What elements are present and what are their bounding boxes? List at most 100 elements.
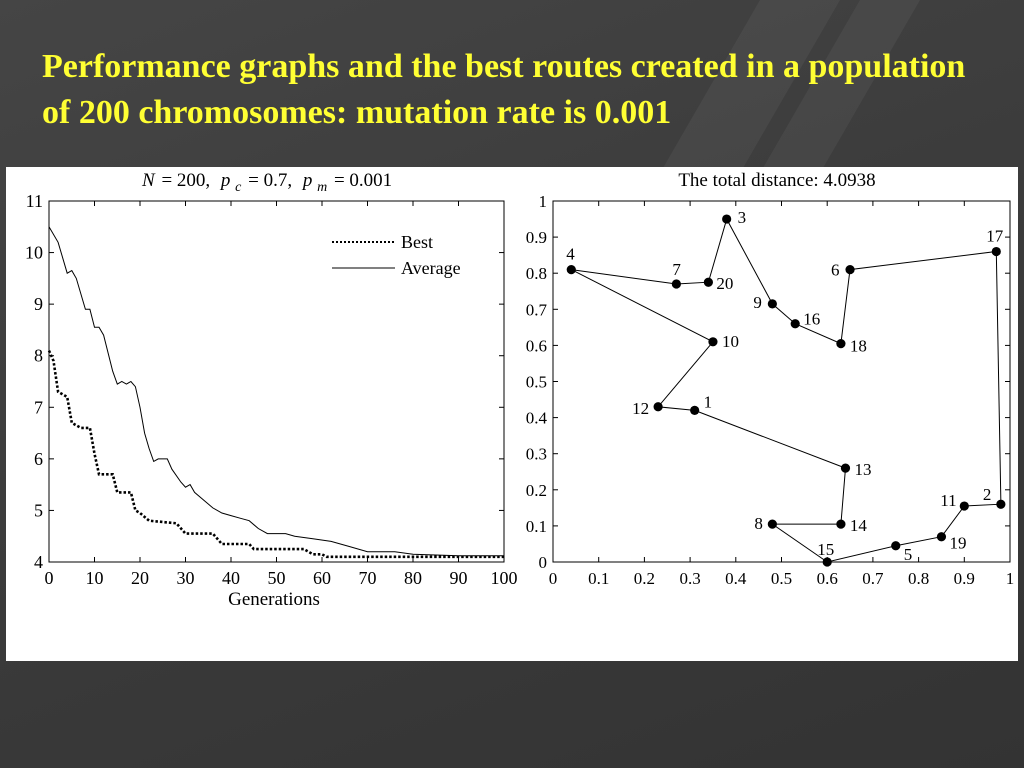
x-tick-label: 80 <box>404 568 422 588</box>
performance-xlabel: Generations <box>228 589 320 610</box>
city-label-15: 15 <box>817 540 834 559</box>
title-pm-symbol: p <box>301 170 313 191</box>
legend-best-label: Best <box>401 232 433 252</box>
route-chart-title: The total distance: 4.0938 <box>678 170 875 191</box>
city-point-8 <box>767 519 777 529</box>
y-tick-label: 0.6 <box>526 336 547 355</box>
route-chart: The total distance: 4.0938 0 0.1 0.2 0.3 0.4… <box>526 170 1015 588</box>
city-label-14: 14 <box>850 516 868 535</box>
city-label-11: 11 <box>940 491 956 510</box>
y-tick-label: 0.9 <box>526 228 547 247</box>
x-tick-label: 50 <box>268 568 286 588</box>
y-tick-label: 11 <box>26 191 43 211</box>
y-tick-label: 6 <box>34 449 43 469</box>
city-point-7 <box>671 279 681 289</box>
x-tick-label: 100 <box>491 568 518 588</box>
x-tick-label: 0.5 <box>771 569 792 588</box>
city-point-17 <box>991 246 1001 257</box>
city-label-10: 10 <box>722 332 739 351</box>
city-point-13 <box>840 463 851 473</box>
city-label-16: 16 <box>803 310 820 329</box>
city-point-2 <box>996 499 1006 509</box>
city-point-5 <box>891 541 901 551</box>
title-pc-subscript: c <box>235 180 242 195</box>
y-tick-label: 0.1 <box>526 517 547 536</box>
performance-plot-frame <box>48 200 505 563</box>
x-tick-label: 0.7 <box>862 569 884 588</box>
city-label-3: 3 <box>738 208 747 227</box>
title-pc-value: = 0.7, <box>248 170 292 191</box>
performance-series <box>47 226 504 559</box>
city-label-19: 19 <box>949 534 966 553</box>
city-label-18: 18 <box>850 337 867 356</box>
y-tick-label: 0.4 <box>526 409 548 428</box>
figure-svg: N = 200, p c = 0.7, p m = 0.001 0 10 20 30 4… <box>25 170 1015 610</box>
legend-average-label: Average <box>401 258 461 278</box>
x-tick-label: 0 <box>45 568 54 588</box>
title-pc-symbol: p <box>219 170 231 191</box>
city-point-14 <box>836 519 846 529</box>
y-tick-label: 7 <box>34 397 43 417</box>
y-tick-label: 0.2 <box>526 481 547 500</box>
city-label-9: 9 <box>753 293 762 312</box>
city-label-4: 4 <box>566 245 575 264</box>
city-point-9 <box>767 299 777 309</box>
route-axis-ticks: 0 0.1 0.2 0.3 0.4 0.5 0.6 0.7 0.8 0.9 100.10.20.30… <box>526 192 1015 588</box>
title-pm-value: = 0.001 <box>334 170 392 191</box>
x-tick-label: 1 <box>1006 569 1015 588</box>
x-tick-label: 0.3 <box>679 569 700 588</box>
city-label-8: 8 <box>754 514 763 533</box>
x-tick-label: 0.4 <box>725 569 747 588</box>
city-point-12 <box>653 402 663 412</box>
city-point-4 <box>566 264 576 275</box>
route-path <box>571 217 1002 563</box>
city-label-6: 6 <box>831 261 840 280</box>
series-line-best <box>47 350 504 559</box>
x-tick-label: 0 <box>549 569 558 588</box>
x-tick-label: 10 <box>86 568 104 588</box>
x-tick-label: 70 <box>359 568 377 588</box>
city-point-19 <box>936 532 947 542</box>
x-tick-label: 30 <box>177 568 195 588</box>
x-tick-label: 60 <box>313 568 331 588</box>
x-tick-label: 90 <box>450 568 468 588</box>
x-tick-label: 0.8 <box>908 569 929 588</box>
y-tick-label: 9 <box>34 294 43 314</box>
city-point-20 <box>703 277 713 287</box>
y-tick-label: 0.7 <box>526 300 548 319</box>
y-tick-label: 4 <box>34 552 43 572</box>
title-n-symbol: N <box>141 170 156 191</box>
performance-chart: N = 200, p c = 0.7, p m = 0.001 0 10 20 30 4… <box>25 170 518 610</box>
city-label-12: 12 <box>632 399 649 418</box>
x-tick-label: 0.2 <box>634 569 655 588</box>
city-point-10 <box>708 337 718 347</box>
city-label-20: 20 <box>716 274 733 293</box>
y-tick-label: 0.8 <box>526 264 547 283</box>
city-point-6 <box>845 264 855 275</box>
title-n-value: = 200, <box>161 170 210 191</box>
city-point-15 <box>822 557 832 567</box>
x-tick-label: 0.9 <box>954 569 975 588</box>
city-point-1 <box>690 405 700 415</box>
y-tick-label: 0 <box>539 553 548 572</box>
x-tick-label: 0.1 <box>588 569 609 588</box>
x-tick-label: 40 <box>222 568 240 588</box>
performance-axis-ticks: 0 10 20 30 40 50 60 70 80 90 100 4 5 6 7 8 9 10 11 <box>25 191 518 588</box>
y-tick-label: 0.5 <box>526 373 547 392</box>
city-label-2: 2 <box>983 485 992 504</box>
x-tick-label: 20 <box>131 568 149 588</box>
y-tick-label: 1 <box>539 192 548 211</box>
y-tick-label: 10 <box>25 243 43 263</box>
slide-title: Performance graphs and the best routes c… <box>42 48 966 131</box>
performance-chart-title: N = 200, p c = 0.7, p m = 0.001 <box>141 170 392 196</box>
series-line-average <box>48 226 504 557</box>
title-pm-subscript: m <box>317 180 327 195</box>
y-tick-label: 8 <box>34 346 43 366</box>
city-point-18 <box>836 338 846 349</box>
city-point-16 <box>790 319 800 329</box>
y-tick-label: 5 <box>34 500 43 520</box>
x-tick-label: 0.6 <box>817 569 838 588</box>
city-point-3 <box>722 214 732 224</box>
y-tick-label: 0.3 <box>526 445 547 464</box>
